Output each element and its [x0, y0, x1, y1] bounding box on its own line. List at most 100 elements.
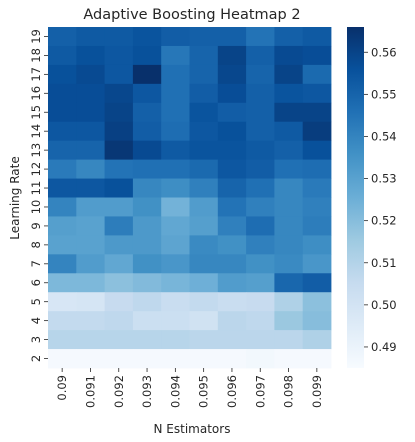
heatmap-cell	[132, 121, 162, 142]
heatmap-cell	[104, 27, 134, 47]
heatmap-cell	[161, 159, 190, 179]
chart-title: Adaptive Boosting Heatmap 2	[83, 7, 300, 23]
heatmap-cell	[161, 216, 190, 236]
heatmap-cell	[302, 27, 332, 47]
x-tick-label: 0.098	[282, 375, 296, 408]
heatmap-cell	[161, 102, 190, 123]
y-tick-label: 14	[29, 124, 43, 139]
x-axis-ticks: 0.09 0.091 0.092 0.093 0.094 0.095 0.096 0.097 0…	[55, 368, 324, 408]
heatmap-cell	[189, 235, 219, 255]
heatmap-cell	[274, 197, 304, 217]
heatmap-cell	[161, 121, 190, 142]
y-tick-label: 18	[29, 48, 43, 63]
heatmap-cell	[76, 273, 105, 293]
heatmap-cell	[189, 45, 219, 66]
heatmap-cell	[302, 64, 332, 85]
heatmap-cell	[48, 349, 77, 369]
y-tick-label: 17	[29, 67, 43, 82]
heatmap-cell	[302, 102, 332, 123]
heatmap-cell	[132, 83, 162, 104]
heatmap-cell	[217, 273, 247, 293]
x-axis-label: N Estimators	[154, 422, 231, 436]
heatmap-cell	[302, 311, 332, 331]
heatmap-cell	[48, 121, 77, 142]
heatmap-cell	[161, 197, 190, 217]
heatmap-cell	[246, 273, 275, 293]
heatmap-cell	[161, 235, 190, 255]
heatmap-cell	[302, 330, 332, 350]
heatmap-cell	[217, 83, 247, 104]
x-tick-label: 0.09	[55, 375, 69, 401]
heatmap-cell	[217, 216, 247, 236]
heatmap-cell	[217, 27, 247, 47]
heatmap-cell	[274, 216, 304, 236]
colorbar-tick-label: 0.56	[371, 45, 397, 59]
heatmap-cell	[217, 330, 247, 350]
heatmap-cell	[246, 292, 275, 312]
heatmap-cell	[48, 83, 77, 104]
heatmap-cell	[274, 159, 304, 179]
heatmap-cell	[302, 178, 332, 198]
heatmap-cell	[217, 64, 247, 85]
heatmap-cell	[302, 292, 332, 312]
heatmap-cell	[161, 83, 190, 104]
heatmap-cell	[132, 254, 162, 274]
heatmap-cell	[76, 45, 105, 66]
heatmap-cell	[246, 235, 275, 255]
heatmap-cell	[274, 121, 304, 142]
heatmap-cell	[132, 273, 162, 293]
heatmap-cell	[132, 311, 162, 331]
heatmap-cell	[76, 83, 105, 104]
heatmap-cell	[274, 140, 304, 161]
heatmap-cell	[189, 197, 219, 217]
y-tick-label: 13	[29, 143, 43, 158]
heatmap-cell	[217, 254, 247, 274]
heatmap-cell	[76, 292, 105, 312]
y-tick-label: 16	[29, 86, 43, 101]
x-tick-label: 0.097	[253, 375, 267, 408]
heatmap-cell	[246, 216, 275, 236]
y-tick-label: 7	[29, 260, 43, 267]
heatmap-cell	[76, 64, 105, 85]
heatmap-cell	[132, 178, 162, 198]
heatmap-cell	[274, 330, 304, 350]
heatmap-cell	[104, 292, 134, 312]
heatmap-cell	[132, 27, 162, 47]
heatmap-cell	[217, 235, 247, 255]
heatmap-cell	[274, 27, 304, 47]
heatmap-cell	[161, 349, 190, 369]
x-tick-label: 0.099	[310, 375, 324, 408]
heatmap-cell	[189, 83, 219, 104]
heatmap-cell	[76, 330, 105, 350]
heatmap-cell	[189, 27, 219, 47]
heatmap-cell	[302, 273, 332, 293]
heatmap-cell	[104, 140, 134, 161]
heatmap-cell	[48, 140, 77, 161]
heatmap-cell	[302, 140, 332, 161]
heatmap-cell	[246, 83, 275, 104]
heatmap-cell	[48, 292, 77, 312]
heatmap-cell	[189, 178, 219, 198]
heatmap-cell	[302, 83, 332, 104]
heatmap-cell	[189, 349, 219, 369]
heatmap-cell	[104, 254, 134, 274]
y-tick-label: 2	[29, 355, 43, 362]
heatmap-cell	[104, 216, 134, 236]
heatmap-cell	[132, 235, 162, 255]
heatmap-cell	[76, 311, 105, 331]
heatmap-cell	[132, 197, 162, 217]
x-tick-label: 0.092	[112, 375, 126, 408]
heatmap-cell	[274, 64, 304, 85]
heatmap-cell	[76, 216, 105, 236]
heatmap-cell	[302, 197, 332, 217]
heatmap-cell	[161, 311, 190, 331]
heatmap-cell	[274, 273, 304, 293]
x-tick-label: 0.094	[168, 375, 182, 408]
heatmap-cell	[76, 140, 105, 161]
heatmap-cell	[274, 254, 304, 274]
x-tick-label: 0.093	[140, 375, 154, 408]
heatmap-cell	[189, 159, 219, 179]
heatmap-cell	[161, 45, 190, 66]
heatmap-cell	[274, 349, 304, 369]
x-tick-label: 0.091	[83, 375, 97, 408]
